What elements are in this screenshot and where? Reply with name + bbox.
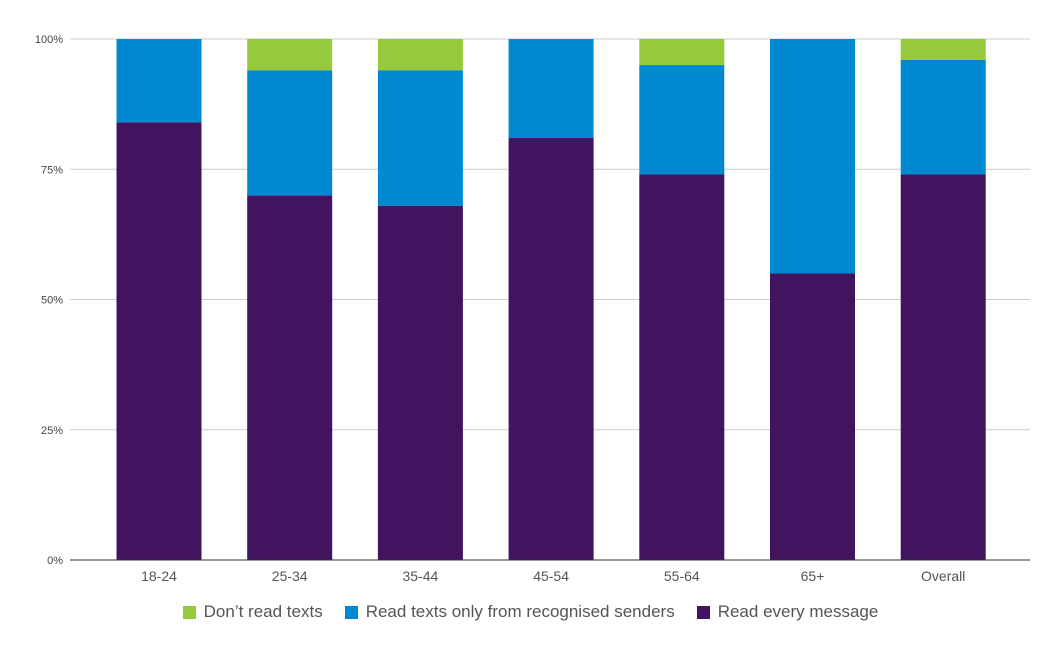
legend-item: Read every message bbox=[696, 602, 879, 622]
bar-segment-18-24-read-every-message bbox=[116, 122, 202, 561]
x-axis-labels: 18-24 25-34 35-44 45-54 55-64 65+ Overall bbox=[141, 568, 965, 584]
bar-segment-25-34-don-t-read-texts bbox=[247, 39, 333, 71]
y-tick-label: 25% bbox=[41, 425, 63, 437]
bar-segment-Overall-read-texts-only-from-recognised-senders bbox=[900, 59, 986, 175]
bar-segment-Overall-don-t-read-texts bbox=[900, 39, 986, 60]
chart-plot-area: 0% 25% 50% 75% 100% 18-24 25-34 35-44 45-54 55-6… bbox=[35, 34, 1030, 584]
bar-segment-65+-read-texts-only-from-recognised-senders bbox=[770, 39, 855, 274]
bar-segment-55-64-read-texts-only-from-recognised-senders bbox=[639, 65, 725, 175]
legend-label: Don’t read texts bbox=[203, 602, 323, 621]
legend-item: Read texts only from recognised senders bbox=[344, 602, 675, 622]
bar-segment-65+-read-every-message bbox=[770, 273, 855, 560]
bar-segment-45-54-read-texts-only-from-recognised-senders bbox=[508, 39, 594, 138]
legend-swatch bbox=[696, 605, 710, 619]
y-tick-label: 100% bbox=[35, 34, 63, 46]
x-tick-label: 35-44 bbox=[402, 568, 438, 584]
bar-segment-35-44-read-texts-only-from-recognised-senders bbox=[377, 70, 463, 206]
y-tick-label: 0% bbox=[47, 555, 63, 567]
bars bbox=[116, 39, 986, 561]
chart-legend: Don’t read texts Read texts only from rec… bbox=[0, 602, 1061, 622]
x-tick-label: 25-34 bbox=[272, 568, 308, 584]
bar-segment-18-24-read-texts-only-from-recognised-senders bbox=[116, 39, 202, 123]
bar-segment-55-64-don-t-read-texts bbox=[639, 39, 725, 66]
bar-segment-25-34-read-texts-only-from-recognised-senders bbox=[247, 70, 333, 196]
x-tick-label: 18-24 bbox=[141, 568, 177, 584]
bar-segment-45-54-read-every-message bbox=[508, 137, 594, 561]
y-tick-label: 50% bbox=[41, 295, 63, 307]
legend-swatch bbox=[182, 605, 196, 619]
bar-segment-35-44-read-every-message bbox=[377, 205, 463, 560]
bar-segment-Overall-read-every-message bbox=[900, 174, 986, 560]
legend-label: Read texts only from recognised senders bbox=[365, 602, 675, 621]
y-axis-ticks: 0% 25% 50% 75% 100% bbox=[35, 34, 63, 567]
bar-segment-55-64-read-every-message bbox=[639, 174, 725, 560]
legend-item: Don’t read texts bbox=[182, 602, 323, 622]
legend-label: Read every message bbox=[717, 602, 879, 621]
x-tick-label: Overall bbox=[921, 568, 965, 584]
y-tick-label: 75% bbox=[41, 164, 63, 176]
x-tick-label: 55-64 bbox=[664, 568, 700, 584]
x-tick-label: 65+ bbox=[801, 568, 825, 584]
bar-segment-35-44-don-t-read-texts bbox=[377, 39, 463, 71]
x-tick-label: 45-54 bbox=[533, 568, 569, 584]
legend-swatch bbox=[344, 605, 358, 619]
bar-segment-25-34-read-every-message bbox=[247, 195, 333, 561]
